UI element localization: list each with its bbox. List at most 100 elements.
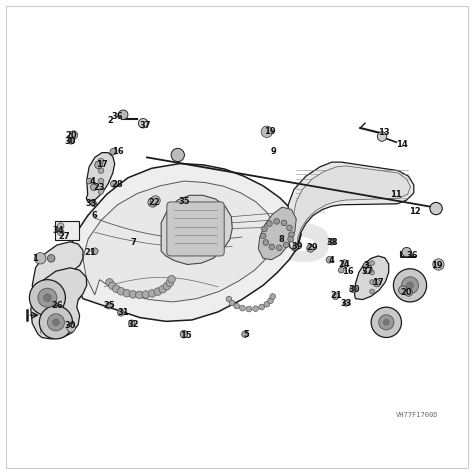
Text: 30: 30 <box>349 285 360 293</box>
Circle shape <box>407 282 413 289</box>
Circle shape <box>270 294 275 300</box>
Circle shape <box>154 288 162 295</box>
Circle shape <box>38 288 57 307</box>
Circle shape <box>136 291 143 299</box>
Text: 13: 13 <box>378 128 390 137</box>
Text: 3: 3 <box>363 261 369 270</box>
Text: 17: 17 <box>373 279 384 287</box>
Circle shape <box>246 306 252 312</box>
Circle shape <box>242 331 248 337</box>
Text: 39: 39 <box>292 242 303 251</box>
Circle shape <box>98 158 104 164</box>
Circle shape <box>370 289 374 294</box>
Circle shape <box>159 285 166 293</box>
Circle shape <box>47 255 55 262</box>
Text: GHS: GHS <box>138 197 336 277</box>
Circle shape <box>307 245 314 252</box>
Circle shape <box>106 279 113 286</box>
Circle shape <box>29 280 65 316</box>
Polygon shape <box>292 166 410 246</box>
Circle shape <box>276 245 282 251</box>
Circle shape <box>370 280 374 284</box>
Circle shape <box>405 289 412 296</box>
Circle shape <box>112 285 120 292</box>
Text: 30: 30 <box>64 321 76 330</box>
Circle shape <box>402 247 411 257</box>
Circle shape <box>118 288 125 295</box>
Polygon shape <box>86 153 115 201</box>
Text: VH77F1700D: VH77F1700D <box>396 412 438 418</box>
Text: 11: 11 <box>390 190 401 199</box>
Text: 29: 29 <box>306 243 318 252</box>
FancyBboxPatch shape <box>167 202 224 256</box>
Text: 26: 26 <box>51 301 63 310</box>
Circle shape <box>166 279 173 287</box>
Circle shape <box>281 220 287 226</box>
Circle shape <box>91 248 98 255</box>
Text: 4: 4 <box>329 256 335 265</box>
Circle shape <box>379 315 394 330</box>
Circle shape <box>229 300 235 306</box>
Circle shape <box>148 290 156 297</box>
Polygon shape <box>32 242 83 313</box>
Text: 36: 36 <box>407 251 418 259</box>
Text: 34: 34 <box>53 227 64 235</box>
Text: 19: 19 <box>431 261 443 270</box>
Circle shape <box>371 307 401 337</box>
Circle shape <box>283 242 289 248</box>
Circle shape <box>118 110 128 119</box>
Text: 1: 1 <box>32 254 37 263</box>
Circle shape <box>69 131 78 139</box>
Text: 32: 32 <box>128 320 139 329</box>
Circle shape <box>274 219 280 224</box>
Circle shape <box>343 301 349 306</box>
Circle shape <box>106 302 112 309</box>
Circle shape <box>263 240 269 246</box>
Circle shape <box>226 296 232 302</box>
Circle shape <box>91 201 97 207</box>
Circle shape <box>57 223 64 229</box>
Circle shape <box>338 267 344 273</box>
Text: 20: 20 <box>400 288 411 297</box>
Circle shape <box>95 161 102 169</box>
Circle shape <box>171 148 184 162</box>
Circle shape <box>39 306 73 339</box>
Circle shape <box>269 244 274 250</box>
Text: 33: 33 <box>86 200 97 208</box>
Circle shape <box>110 181 117 187</box>
Circle shape <box>259 304 264 310</box>
Circle shape <box>350 286 356 292</box>
Circle shape <box>373 279 381 287</box>
Text: 5: 5 <box>244 330 249 338</box>
Circle shape <box>383 319 389 325</box>
Polygon shape <box>288 162 414 251</box>
Circle shape <box>86 178 92 184</box>
Circle shape <box>287 225 292 231</box>
Circle shape <box>44 294 51 301</box>
Polygon shape <box>69 164 301 321</box>
Circle shape <box>266 221 272 227</box>
Circle shape <box>98 178 104 184</box>
Circle shape <box>332 293 339 300</box>
Circle shape <box>110 148 117 155</box>
Circle shape <box>261 126 273 137</box>
Circle shape <box>142 291 150 298</box>
Text: 8: 8 <box>278 235 284 244</box>
Circle shape <box>268 298 273 303</box>
Text: 2: 2 <box>108 117 113 125</box>
Text: 16: 16 <box>342 267 353 275</box>
Circle shape <box>430 202 442 215</box>
Polygon shape <box>258 207 296 260</box>
Circle shape <box>234 303 239 309</box>
Circle shape <box>288 237 293 242</box>
FancyBboxPatch shape <box>55 221 79 240</box>
Circle shape <box>289 232 294 237</box>
Circle shape <box>53 319 59 326</box>
Circle shape <box>341 260 348 266</box>
Circle shape <box>68 137 74 144</box>
Text: 19: 19 <box>264 128 276 136</box>
Circle shape <box>47 314 64 331</box>
Circle shape <box>57 229 64 236</box>
Circle shape <box>264 301 270 307</box>
Circle shape <box>370 261 374 265</box>
